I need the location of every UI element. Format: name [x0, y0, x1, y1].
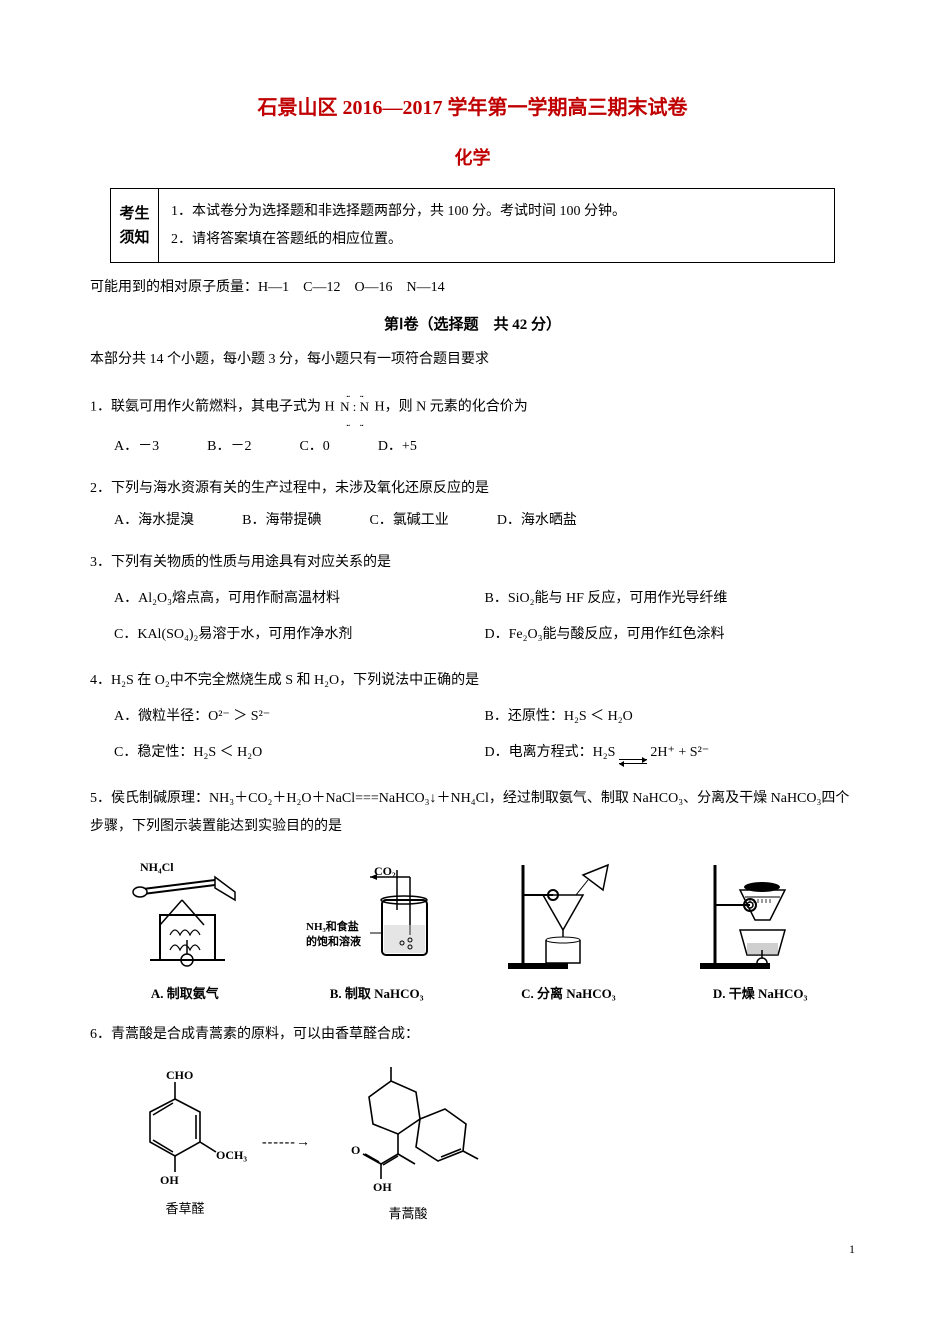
- apparatus-c-svg: [498, 855, 638, 975]
- q1-stem-a: 1．联氨可用作火箭燃料，其电子式为 H: [90, 400, 335, 415]
- label-o: O: [351, 1143, 360, 1157]
- q2-opt-d: D．海水晒盐: [497, 507, 577, 535]
- apparatus-c: C. 分离 NaHCO₃: [478, 855, 660, 1007]
- q2-stem: 2．下列与海水资源有关的生产过程中，未涉及氧化还原反应的是: [90, 475, 855, 503]
- struct-vanillin: CHO OCH₃ OH 香草醛: [120, 1064, 250, 1222]
- question-5: 5．侯氏制碱原理：NH₃＋CO₂＋H₂O＋NaCl===NaHCO₃↓＋NH₄C…: [90, 785, 855, 1007]
- section-1-header: 第Ⅰ卷（选择题 共 42 分）: [90, 312, 855, 339]
- q1-options: A．－3 B．－2 C．0 D．+5: [90, 433, 855, 461]
- vanillin-svg: CHO OCH₃ OH: [120, 1064, 250, 1194]
- q3-opt-b: B．SiO₂能与 HF 反应，可用作光导纤维: [485, 585, 856, 613]
- question-6: 6．青蒿酸是合成青蒿素的原料，可以由香草醛合成： CHO OCH₃ OH 香草醛…: [90, 1021, 855, 1227]
- page-number: 1: [849, 1239, 855, 1261]
- q1-opt-d: D．+5: [378, 433, 417, 461]
- notice-heading: 考生 须知: [111, 189, 159, 261]
- label-oh: OH: [160, 1173, 179, 1187]
- q3-opt-d: D．Fe₂O₃能与酸反应，可用作红色涂料: [485, 621, 856, 649]
- q1-opt-c: C．0: [299, 433, 329, 461]
- apparatus-d-label: D. 干燥 NaHCO₃: [713, 981, 808, 1007]
- q2-opt-c: C．氯碱工业: [369, 507, 448, 535]
- apparatus-b-label: B. 制取 NaHCO₃: [330, 981, 424, 1007]
- notice-heading-2: 须知: [119, 226, 149, 250]
- question-3: 3．下列有关物质的性质与用途具有对应关系的是 A．Al₂O₃熔点高，可用作耐高温…: [90, 549, 855, 653]
- exam-subject: 化学: [90, 142, 855, 174]
- question-4: 4．H₂S 在 O₂中不完全燃烧生成 S 和 H₂O，下列说法中正确的是 A．微…: [90, 667, 855, 771]
- q4-stem: 4．H₂S 在 O₂中不完全燃烧生成 S 和 H₂O，下列说法中正确的是: [90, 667, 855, 695]
- q1-opt-a: A．－3: [114, 433, 159, 461]
- notice-heading-1: 考生: [119, 202, 149, 226]
- apparatus-a-svg: NH₄Cl: [120, 855, 250, 975]
- apparatus-d-svg: [690, 855, 830, 975]
- label-cho: CHO: [166, 1068, 193, 1082]
- q4-options: A．微粒半径：O²⁻ ＞ S²⁻ B．还原性：H₂S ＜ H₂O C．稳定性：H…: [90, 699, 855, 771]
- section-1-desc: 本部分共 14 个小题，每小题 3 分，每小题只有一项符合题目要求: [90, 347, 855, 372]
- q1-stem: 1．联氨可用作火箭燃料，其电子式为 H .. ..N : N.. .. H，则 …: [90, 386, 855, 429]
- q3-opt-c: C．KAl(SO₄)₂易溶于水，可用作净水剂: [114, 621, 485, 649]
- q2-opt-a: A．海水提溴: [114, 507, 194, 535]
- struct-artemisinic: O OH 青蒿酸: [323, 1059, 493, 1227]
- q4-opt-b: B．还原性：H₂S ＜ H₂O: [485, 703, 856, 731]
- reaction-arrow: ------→: [262, 1129, 311, 1157]
- question-1: 1．联氨可用作火箭燃料，其电子式为 H .. ..N : N.. .. H，则 …: [90, 386, 855, 461]
- q6-stem: 6．青蒿酸是合成青蒿素的原料，可以由香草醛合成：: [90, 1021, 855, 1049]
- artemisinic-label: 青蒿酸: [323, 1201, 493, 1227]
- lewis-structure: .. ..N : N.. ..: [340, 386, 369, 429]
- q2-opt-b: B．海带提碘: [242, 507, 321, 535]
- notice-line-1: 1．本试卷分为选择题和非选择题两部分，共 100 分。考试时间 100 分钟。: [171, 199, 822, 224]
- atomic-masses: 可能用到的相对原子质量：H—1 C—12 O—16 N—14: [90, 275, 855, 300]
- apparatus-b: CO₂ NH₃和食盐 的饱和溶液 B. 制取 NaHCO₃: [286, 855, 468, 1007]
- apparatus-c-label: C. 分离 NaHCO₃: [521, 981, 616, 1007]
- label-co2: CO₂: [374, 864, 396, 878]
- label-nh4cl: NH₄Cl: [140, 860, 174, 874]
- q4-opt-a: A．微粒半径：O²⁻ ＞ S²⁻: [114, 703, 485, 731]
- q4-opt-d: D．电离方程式：H₂S 2H⁺ + S²⁻: [485, 739, 856, 767]
- apparatus-a-label: A. 制取氨气: [151, 981, 219, 1007]
- question-2: 2．下列与海水资源有关的生产过程中，未涉及氧化还原反应的是 A．海水提溴 B．海…: [90, 475, 855, 535]
- q2-options: A．海水提溴 B．海带提碘 C．氯碱工业 D．海水晒盐: [90, 507, 855, 535]
- apparatus-b-svg: CO₂ NH₃和食盐 的饱和溶液: [302, 855, 452, 975]
- q1-stem-b: H，则 N 元素的化合价为: [375, 400, 528, 415]
- q3-stem: 3．下列有关物质的性质与用途具有对应关系的是: [90, 549, 855, 577]
- label-oh2: OH: [373, 1180, 392, 1194]
- q1-opt-b: B．－2: [207, 433, 251, 461]
- apparatus-d: D. 干燥 NaHCO₃: [669, 855, 851, 1007]
- q3-options: A．Al₂O₃熔点高，可用作耐高温材料 B．SiO₂能与 HF 反应，可用作光导…: [90, 581, 855, 653]
- notice-content: 1．本试卷分为选择题和非选择题两部分，共 100 分。考试时间 100 分钟。 …: [159, 189, 834, 261]
- exam-title: 石景山区 2016—2017 学年第一学期高三期末试卷: [90, 90, 855, 126]
- label-och3: OCH₃: [216, 1148, 247, 1162]
- q5-apparatus-row: NH₄Cl A. 制取氨气 CO₂: [90, 855, 855, 1007]
- q3-opt-a: A．Al₂O₃熔点高，可用作耐高温材料: [114, 585, 485, 613]
- artemisinic-svg: O OH: [323, 1059, 493, 1199]
- label-nh3-2: 的饱和溶液: [306, 934, 362, 948]
- apparatus-a: NH₄Cl A. 制取氨气: [94, 855, 276, 1007]
- q4-opt-c: C．稳定性：H₂S ＜ H₂O: [114, 739, 485, 767]
- notice-box: 考生 须知 1．本试卷分为选择题和非选择题两部分，共 100 分。考试时间 10…: [110, 188, 835, 262]
- label-nh3-1: NH₃和食盐: [306, 919, 359, 933]
- q5-stem: 5．侯氏制碱原理：NH₃＋CO₂＋H₂O＋NaCl===NaHCO₃↓＋NH₄C…: [90, 785, 855, 841]
- notice-line-2: 2．请将答案填在答题纸的相应位置。: [171, 227, 822, 252]
- q6-structures: CHO OCH₃ OH 香草醛 ------→ O: [120, 1059, 855, 1227]
- vanillin-label: 香草醛: [120, 1196, 250, 1222]
